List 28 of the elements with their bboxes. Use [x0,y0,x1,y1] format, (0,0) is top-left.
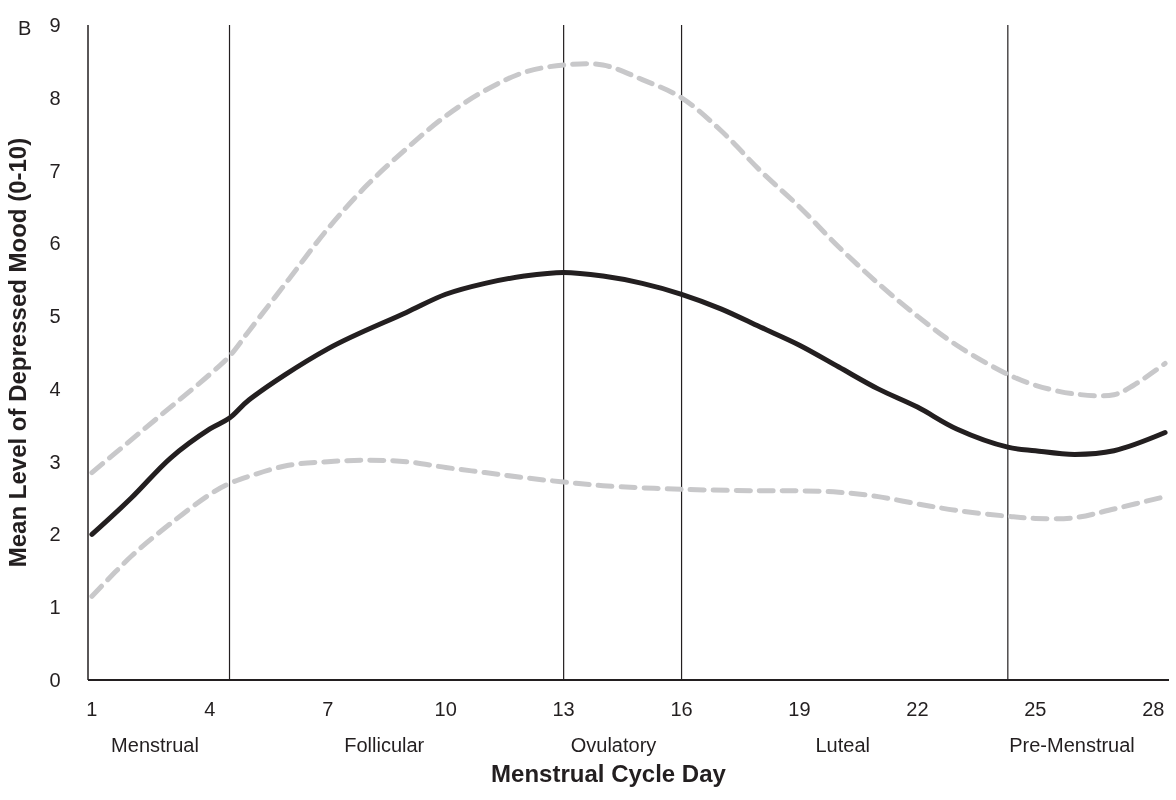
x-tick-label: 7 [322,698,334,720]
y-tick-label: 6 [49,232,61,255]
y-tick-label: 3 [49,450,61,473]
y-tick-label: 0 [49,669,61,691]
text: Ovulatory [570,734,657,756]
x-tick-label: 19 [788,698,811,720]
y-tick-label: 7 [49,159,61,182]
x-tick-label: 25 [1024,698,1047,720]
x-tick-label: 28 [1142,698,1165,720]
y-tick-label: 8 [49,86,61,109]
x-tick-label: 16 [670,698,693,720]
x-tick-label: 10 [434,698,457,720]
y-tick-label: 5 [49,305,61,328]
y-tick-label: 9 [49,14,61,36]
x-tick-label: 22 [906,698,929,720]
y-tick-label: 2 [49,523,61,546]
text: Menstrual [111,734,199,756]
y-axis-title: Mean Level of Depressed Mood (0-10) [4,137,31,568]
x-axis-title: Menstrual Cycle Day [491,760,727,787]
text: Pre-Menstrual [1009,734,1135,756]
y-tick-label: 4 [49,377,61,400]
text: Follicular [344,734,425,756]
x-tick-label: 1 [86,698,98,720]
x-tick-label: 13 [552,698,575,720]
x-tick-label: 4 [204,698,216,720]
text: Luteal [815,734,870,756]
y-tick-label: 1 [49,596,61,619]
text: B [18,17,32,39]
